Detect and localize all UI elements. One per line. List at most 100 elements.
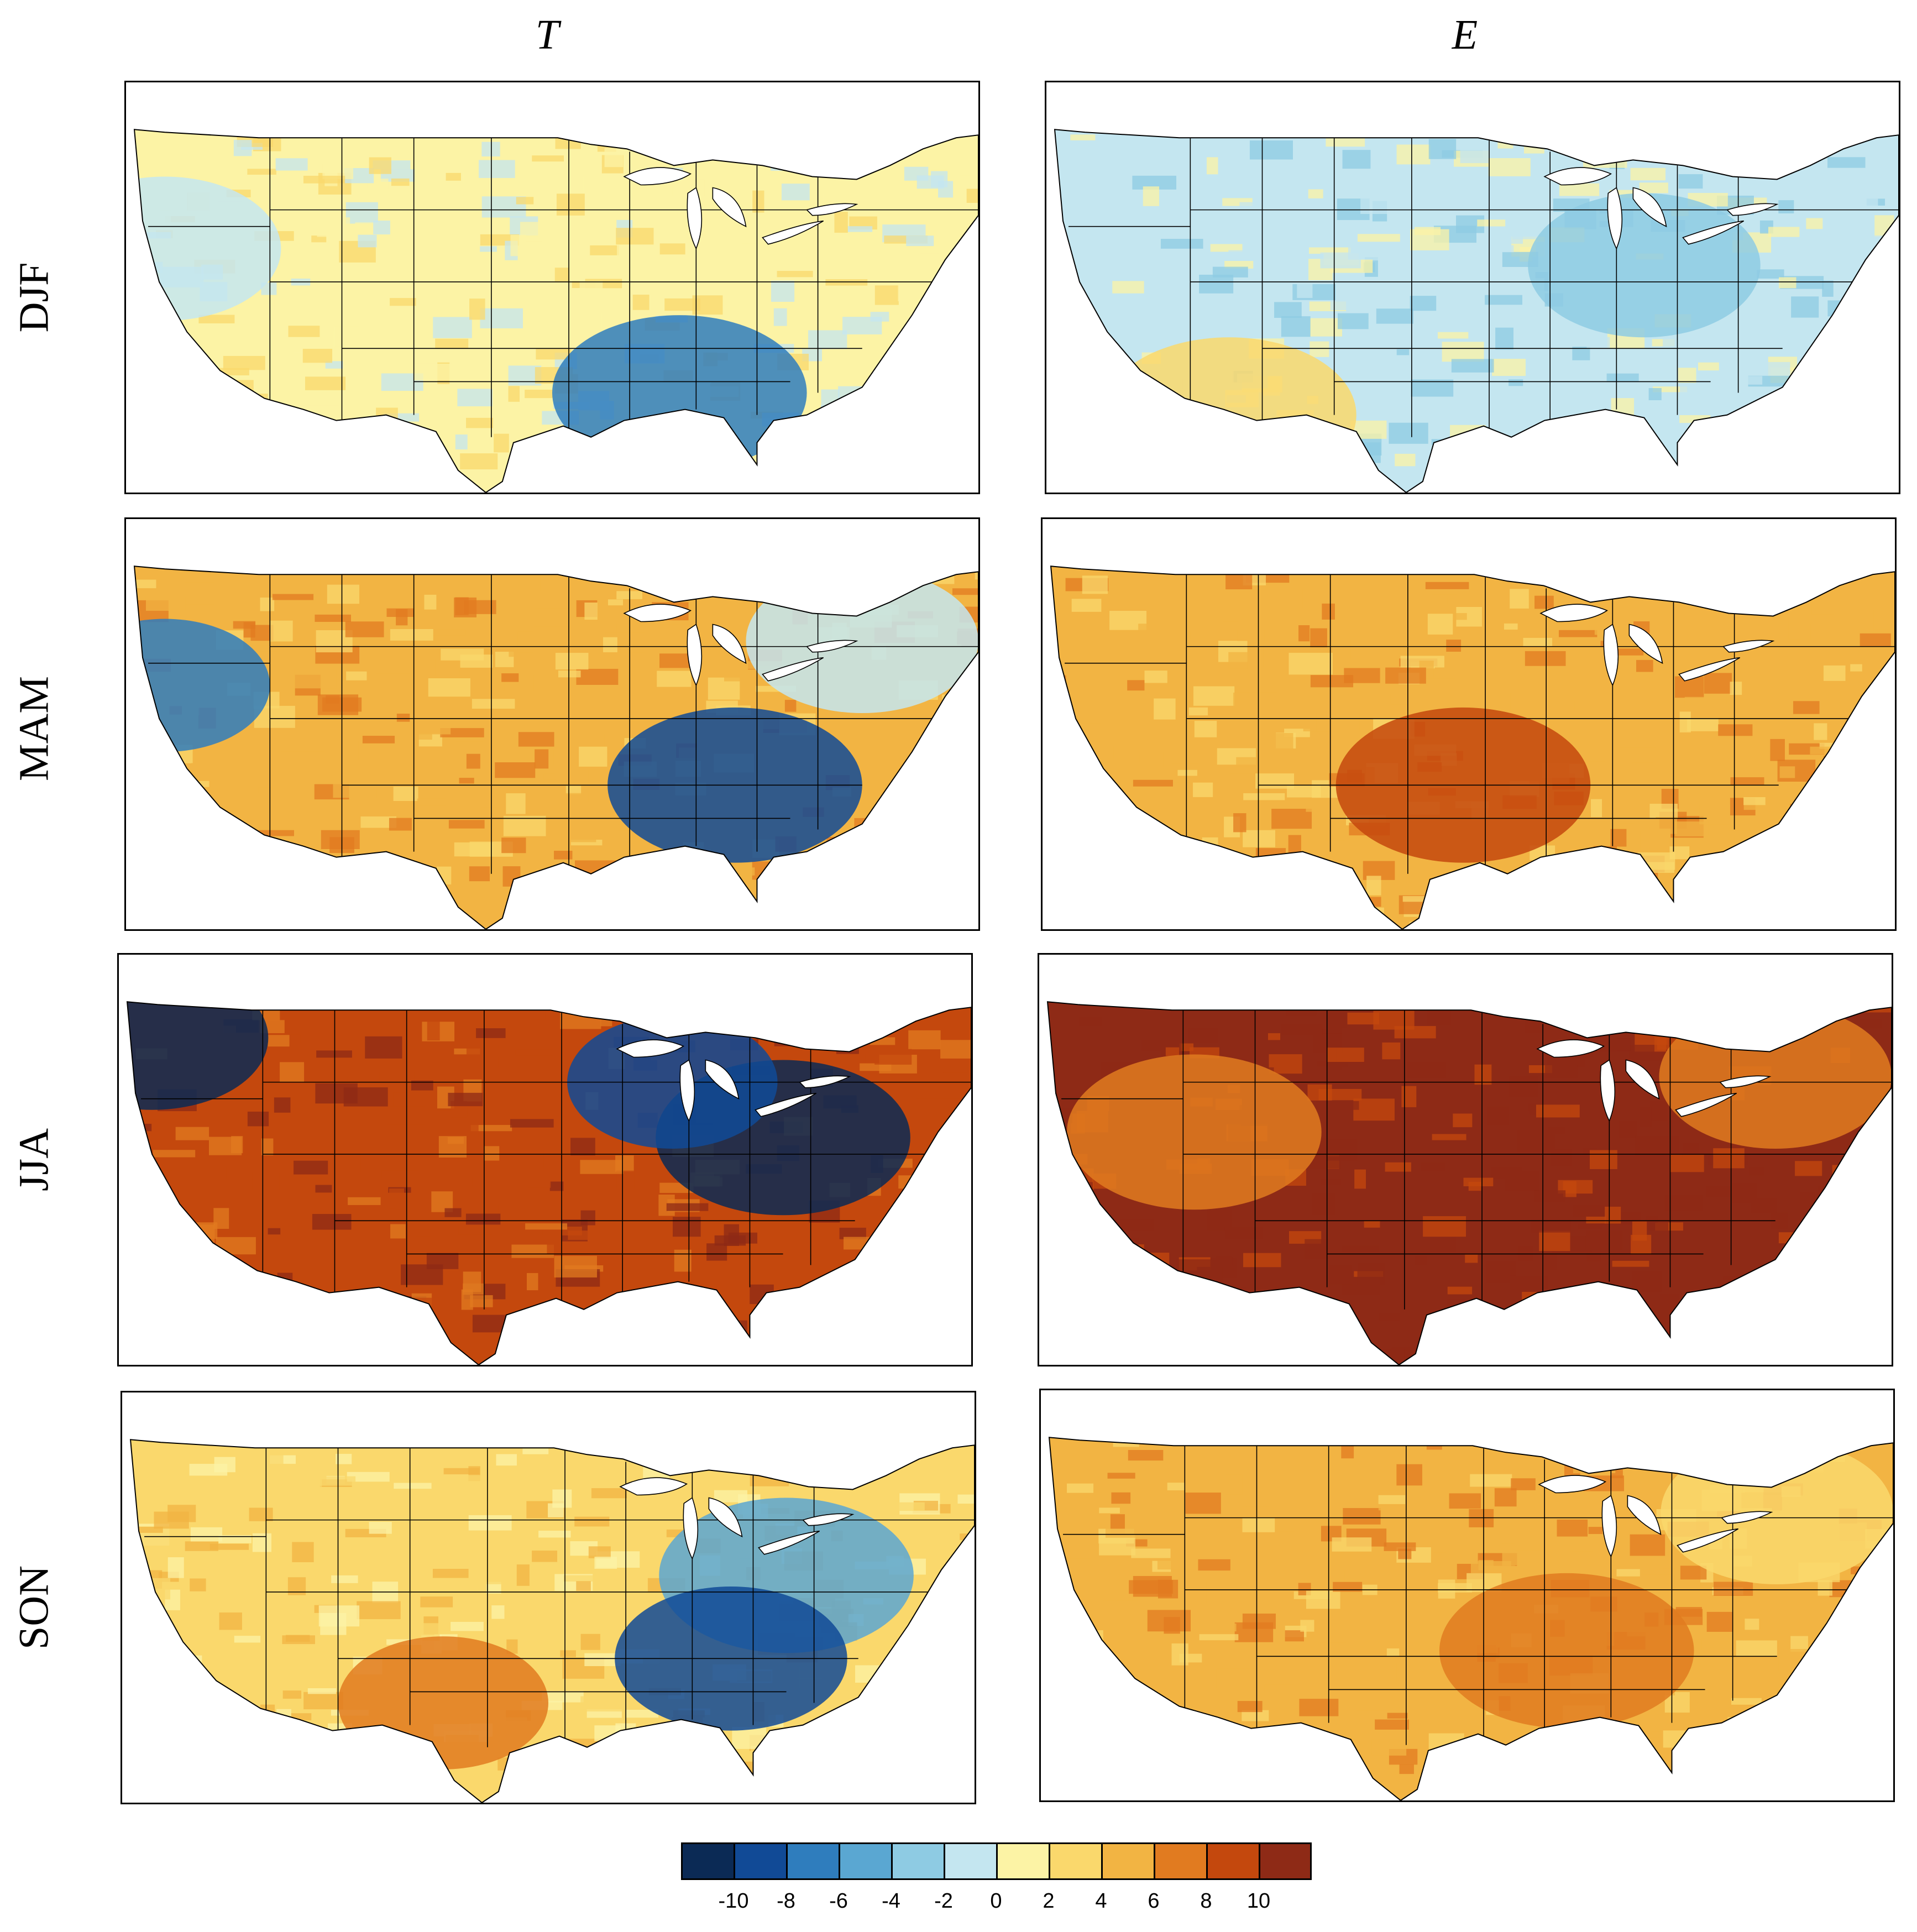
value-patch [580,1633,600,1650]
value-patch [1860,830,1890,852]
value-patch [834,212,848,233]
value-patch [1756,1447,1788,1461]
value-patch [816,573,839,588]
value-patch [929,396,949,407]
value-patch [654,451,677,464]
coastline [1048,1437,1893,1800]
value-patch [1636,1768,1669,1781]
value-patch [137,1578,170,1600]
value-patch [1194,720,1217,737]
value-patch [967,1219,971,1231]
value-patch [1531,1219,1571,1233]
value-patch [1845,769,1889,783]
value-patch [935,826,959,835]
value-patch [1206,1778,1220,1794]
value-patch [627,1572,668,1580]
value-patch [1387,1713,1408,1719]
value-patch [532,1551,558,1562]
value-patch [185,582,215,605]
value-patch [784,700,797,712]
value-patch [752,861,779,880]
value-patch [659,243,685,255]
value-patch [417,798,446,806]
value-patch [553,919,567,929]
value-patch [940,1061,961,1072]
value-patch [480,246,497,252]
value-patch [1216,1668,1256,1688]
value-patch [1371,1739,1407,1756]
value-patch [151,826,181,835]
value-patch [777,271,813,278]
value-patch [829,145,844,154]
value-patch [579,281,603,301]
value-patch [1152,1755,1187,1777]
lake-shape [806,203,858,216]
value-patch [1820,1688,1840,1695]
value-patch [580,1210,595,1226]
value-patch [1782,879,1821,886]
value-patch [543,773,556,780]
value-patch [1640,831,1670,852]
value-patch [1257,1591,1298,1599]
value-patch [141,1349,156,1365]
value-patch [573,894,598,905]
value-patch [1097,396,1128,408]
value-patch [852,836,891,846]
value-patch [1264,1303,1291,1314]
value-patch [1546,1055,1586,1068]
value-patch [212,1505,248,1523]
value-patch [1801,1327,1845,1345]
value-patch [497,1757,540,1771]
value-patch [1494,1488,1517,1507]
value-patch [187,851,211,872]
value-patch [1712,137,1729,148]
value-patch [1890,1633,1893,1650]
value-patch [1767,419,1784,426]
value-patch [1526,486,1564,493]
value-patch [316,473,339,493]
value-patch [1095,463,1119,477]
anomaly-region-southwest-texas [338,1636,548,1769]
value-patch [865,844,885,850]
value-patch [1105,1528,1147,1538]
value-patch [178,1359,214,1365]
value-patch [1051,732,1070,753]
value-patch [312,1214,352,1230]
value-patch [555,137,581,149]
value-patch [1748,1166,1764,1175]
value-patch [674,1249,692,1272]
value-patch [510,1150,544,1167]
value-patch [192,1337,231,1353]
value-patch [967,914,978,929]
value-patch [1098,383,1133,395]
value-patch [1131,1548,1171,1558]
value-patch [886,873,925,894]
value-patch [1434,1315,1465,1326]
value-patch [1818,794,1835,803]
value-patch [1428,139,1457,159]
value-patch [832,1328,846,1337]
value-patch [457,389,493,407]
value-patch [851,1751,884,1768]
value-patch [1770,739,1785,761]
value-patch [1396,349,1410,355]
value-patch [570,839,603,846]
value-patch [785,1334,814,1353]
value-patch [1841,866,1859,878]
value-patch [1307,459,1330,468]
value-patch [752,190,764,213]
value-patch [1833,1198,1857,1218]
value-patch [134,427,171,435]
value-patch [1097,1746,1109,1759]
value-patch [1654,1030,1667,1052]
lake-shape [1539,604,1609,622]
value-patch [1680,385,1699,400]
value-patch [920,1355,935,1365]
value-patch [559,793,589,802]
value-patch [916,1098,961,1110]
value-patch [329,1156,361,1172]
value-patch [1630,167,1665,181]
value-patch [1759,841,1781,850]
value-patch [1368,897,1381,907]
value-patch [184,1350,209,1365]
